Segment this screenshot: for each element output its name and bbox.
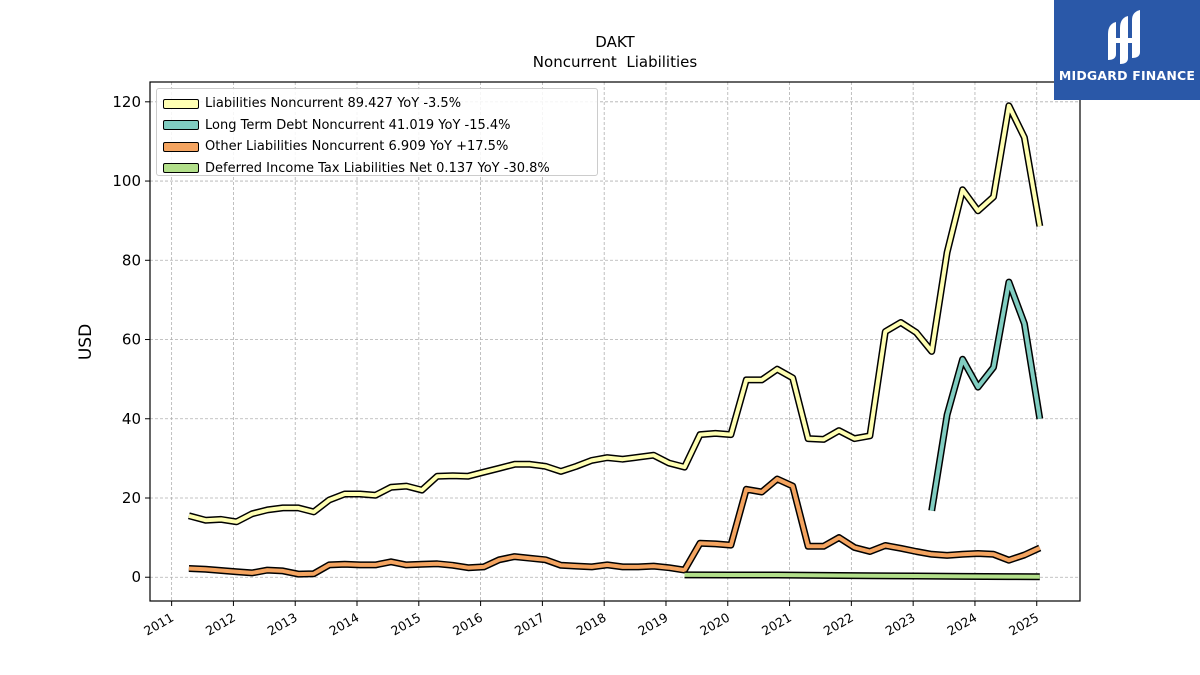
x-tick-label: 2021 [759, 610, 794, 639]
series-line-0[interactable] [188, 103, 1042, 524]
legend-label: Deferred Income Tax Liabilities Net 0.13… [205, 160, 550, 176]
x-tick-label: 2022 [821, 610, 856, 639]
y-tick-label: 120 [112, 93, 141, 111]
x-tick-label: 2024 [944, 610, 979, 639]
logo-emblem-icon [1108, 10, 1140, 64]
legend-swatch [163, 163, 199, 174]
x-tick-label: 2014 [326, 610, 361, 639]
x-tick-label: 2016 [450, 610, 485, 639]
y-tick-label: 60 [122, 331, 141, 349]
x-tick-label: 2019 [635, 610, 670, 639]
legend-label: Other Liabilities Noncurrent 6.909 YoY +… [205, 139, 509, 155]
y-tick-label: 40 [122, 410, 141, 428]
x-tick-label: 2020 [697, 610, 732, 639]
chart-legend: Liabilities Noncurrent 89.427 YoY -3.5% … [156, 88, 598, 176]
y-axis-ticks: 0 20 40 60 80 100 120 [112, 93, 150, 586]
y-axis-label: USD [76, 324, 96, 360]
series-line-2[interactable] [188, 477, 1041, 577]
chart-subtitle: Noncurrent Liabilities [533, 53, 698, 71]
x-tick-label: 2025 [1006, 610, 1041, 639]
series-line-3[interactable] [684, 572, 1040, 579]
y-tick-label: 80 [122, 251, 141, 269]
legend-item-long-term-debt[interactable]: Long Term Debt Noncurrent 41.019 YoY -15… [163, 115, 597, 137]
legend-item-deferred-income-tax[interactable]: Deferred Income Tax Liabilities Net 0.13… [163, 158, 597, 180]
x-tick-label: 2012 [203, 610, 238, 639]
y-tick-label: 20 [122, 489, 141, 507]
y-tick-label: 0 [131, 568, 141, 586]
logo-text: MIDGARD FINANCE [1058, 68, 1196, 83]
series-outline-2 [188, 475, 1042, 578]
legend-label: Long Term Debt Noncurrent 41.019 YoY -15… [205, 117, 511, 133]
x-tick-label: 2011 [141, 610, 176, 639]
legend-swatch [163, 141, 199, 152]
series-lines [188, 102, 1044, 581]
x-tick-label: 2023 [883, 610, 918, 639]
x-axis-ticks: 2011 2012 2013 2014 2015 2016 2017 2018 2019 2020… [141, 601, 1041, 639]
chart-title: DAKT [595, 33, 635, 51]
x-tick-label: 2018 [574, 610, 609, 639]
midgard-finance-logo: MIDGARD FINANCE [1054, 0, 1200, 100]
x-tick-label: 2015 [388, 610, 423, 639]
legend-swatch [163, 98, 199, 109]
legend-item-liabilities-noncurrent[interactable]: Liabilities Noncurrent 89.427 YoY -3.5% [163, 93, 597, 115]
plot-frame [149, 81, 1081, 602]
legend-item-other-liabilities[interactable]: Other Liabilities Noncurrent 6.909 YoY +… [163, 136, 597, 158]
y-tick-label: 100 [112, 172, 141, 190]
x-tick-label: 2017 [512, 610, 547, 639]
series-line-1[interactable] [929, 280, 1042, 512]
legend-label: Liabilities Noncurrent 89.427 YoY -3.5% [205, 96, 462, 112]
legend-swatch [163, 120, 199, 131]
x-tick-label: 2013 [265, 610, 300, 639]
